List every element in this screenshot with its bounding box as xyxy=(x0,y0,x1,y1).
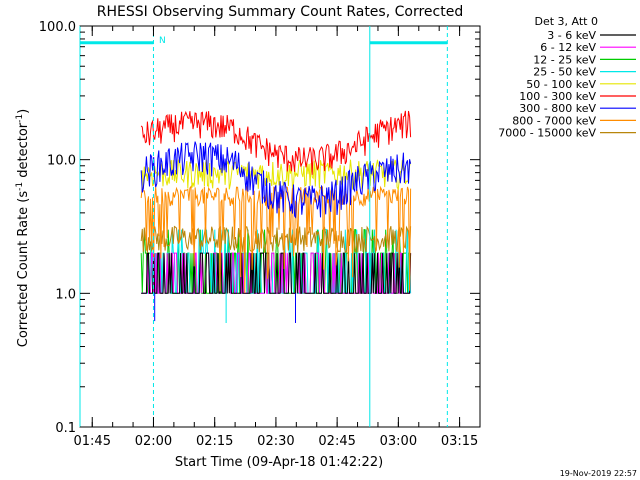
data-layer xyxy=(140,110,412,323)
legend-label: 3 - 6 keV xyxy=(547,29,596,42)
series-line-50-100-kev xyxy=(140,159,412,191)
legend-header: Det 3, Att 0 xyxy=(535,15,599,28)
x-tick-label: 03:00 xyxy=(380,434,417,449)
plot-frame xyxy=(79,25,481,428)
y-tick-label: 10.0 xyxy=(47,154,76,169)
legend-label: 100 - 300 keV xyxy=(519,90,596,103)
legend-label: 6 - 12 keV xyxy=(540,41,596,54)
x-axis-label: Start Time (09-Apr-18 01:42:22) xyxy=(175,455,383,470)
annotation-layer xyxy=(79,26,448,427)
night-marker: N xyxy=(159,36,166,46)
series-line-3-6-kev xyxy=(141,252,412,294)
legend-label: 800 - 7000 keV xyxy=(512,114,596,127)
legend-label: 7000 - 15000 keV xyxy=(498,127,596,140)
series-line-7000-15000-kev xyxy=(140,225,412,254)
x-tick-label: 02:30 xyxy=(257,434,294,449)
series-line-100-300-kev xyxy=(140,110,412,175)
y-tick-label: 100.0 xyxy=(39,20,76,35)
x-tick-label: 02:15 xyxy=(196,434,233,449)
legend-label: 12 - 25 keV xyxy=(533,53,596,66)
x-tick-label: 02:00 xyxy=(135,434,172,449)
legend-label: 50 - 100 keV xyxy=(526,78,596,91)
y-tick-label: 0.1 xyxy=(55,421,76,436)
y-axis-label: Corrected Count Rate (s-1 detector-1) xyxy=(15,109,31,347)
legend-label: 300 - 800 keV xyxy=(519,102,596,115)
x-tick-label: 03:15 xyxy=(441,434,478,449)
timestamp: 19-Nov-2019 22:57 xyxy=(560,469,637,478)
y-tick-label: 1.0 xyxy=(55,287,76,302)
legend-label: 25 - 50 keV xyxy=(533,66,596,79)
x-tick-label: 01:45 xyxy=(74,434,111,449)
series-line-300-800-kev xyxy=(140,141,412,219)
chart-title: RHESSI Observing Summary Count Rates, Co… xyxy=(97,4,463,20)
axis-layer: 0.1 1.0 10.0 100.0 01:45 02:00 02:15 02:30 02:45… xyxy=(39,20,480,449)
x-tick-label: 02:45 xyxy=(318,434,355,449)
